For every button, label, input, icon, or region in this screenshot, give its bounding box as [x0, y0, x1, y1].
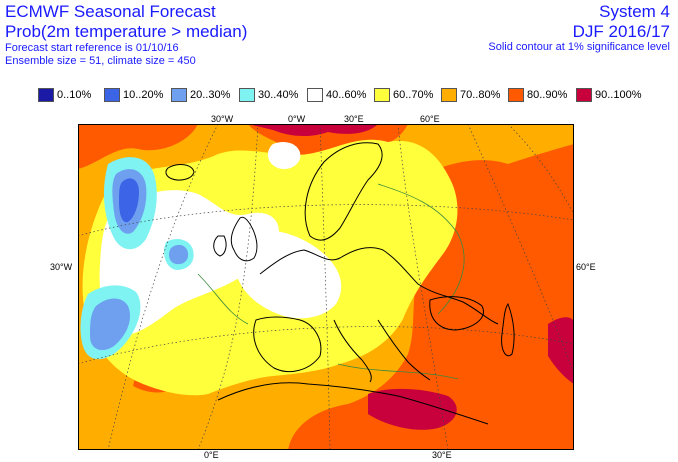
field-90-100-east — [548, 317, 574, 384]
coastline-iberia — [253, 316, 322, 372]
lat-tick-left: 30°W — [50, 262, 73, 272]
lon-tick-top: 30°W — [211, 114, 234, 124]
legend-label: 60..70% — [393, 89, 434, 101]
field-90-100-arctic — [248, 124, 378, 137]
coastline-continent — [259, 247, 499, 325]
lon-tick-bottom: 0°E — [204, 450, 219, 460]
graticule-line — [319, 124, 331, 450]
graticule-line — [507, 124, 574, 215]
coastline-scandinavia — [304, 142, 383, 241]
forecast-start-text: Forecast start reference is 01/10/16 — [5, 42, 179, 54]
lon-tick-top: 30°E — [344, 114, 364, 124]
ensemble-size-text: Ensemble size = 51, climate size = 450 — [5, 55, 196, 67]
legend-swatch — [104, 88, 120, 102]
coastline-ireland — [213, 235, 227, 257]
legend-item: 70..80% — [441, 88, 500, 102]
legend-item: 30..40% — [239, 88, 298, 102]
lon-tick-top: 0°W — [288, 114, 306, 124]
field-20-30-mid — [168, 244, 189, 265]
legend-item: 10..20% — [104, 88, 163, 102]
legend-label: 90..100% — [595, 89, 642, 101]
legend-item: 90..100% — [576, 88, 641, 102]
significance-contour — [377, 183, 465, 315]
legend-item: 60..70% — [374, 88, 433, 102]
significance-note: Solid contour at 1% significance level — [488, 41, 670, 53]
field-40-60-central — [231, 229, 342, 319]
legend-label: 80..90% — [527, 89, 568, 101]
graticule-line — [197, 124, 259, 450]
legend-item: 40..60% — [307, 88, 366, 102]
significance-contour — [337, 363, 459, 380]
significance-contours — [197, 183, 465, 380]
graticule-line — [78, 326, 574, 365]
coastline-iceland — [165, 164, 195, 181]
coastline-italy — [333, 319, 372, 383]
field-10-20 — [119, 178, 139, 223]
system-label: System 4 — [599, 2, 670, 21]
legend-swatch — [508, 88, 524, 102]
field-80-90-east — [288, 144, 574, 450]
legend-swatch — [441, 88, 457, 102]
significance-contour — [197, 273, 249, 325]
field-80-90-northwest — [78, 124, 198, 169]
legend-label: 10..20% — [123, 89, 164, 101]
field-40-60-north — [267, 141, 301, 170]
map-frame — [78, 124, 574, 450]
legend-label: 40..60% — [326, 89, 367, 101]
graticule — [78, 124, 574, 450]
field-20-30-south — [90, 298, 131, 351]
legend-swatch — [38, 88, 54, 102]
coastline-balkans — [377, 319, 431, 381]
legend-item: 80..90% — [508, 88, 567, 102]
legend-swatch — [576, 88, 592, 102]
forecast-map — [78, 124, 574, 450]
field-90-100-mediterranean — [368, 388, 457, 430]
coastline-britain — [230, 216, 258, 262]
map-subtitle: Prob(2m temperature > median) — [5, 22, 248, 41]
legend-swatch — [239, 88, 255, 102]
legend-swatch — [171, 88, 187, 102]
map-title: ECMWF Seasonal Forecast — [5, 2, 216, 21]
legend-label: 0..10% — [57, 89, 92, 101]
legend-swatch — [374, 88, 390, 102]
coastline-north-africa — [217, 382, 489, 425]
graticule-line — [78, 204, 574, 237]
coastline-caspian — [501, 302, 515, 357]
legend-label: 20..30% — [190, 89, 231, 101]
lat-tick-right: 60°E — [576, 262, 596, 272]
legend-item: 20..30% — [171, 88, 230, 102]
coastlines — [165, 142, 515, 425]
legend-item: 0..10% — [38, 88, 91, 102]
period-label: DJF 2016/17 — [572, 22, 670, 41]
legend-label: 70..80% — [460, 89, 501, 101]
legend-label: 30..40% — [258, 89, 299, 101]
lon-tick-bottom: 30°E — [432, 450, 452, 460]
lon-tick-top: 60°E — [420, 114, 440, 124]
legend-swatch — [307, 88, 323, 102]
coastline-black-sea — [429, 296, 484, 331]
graticule-line — [467, 124, 574, 375]
graticule-line — [397, 124, 449, 450]
